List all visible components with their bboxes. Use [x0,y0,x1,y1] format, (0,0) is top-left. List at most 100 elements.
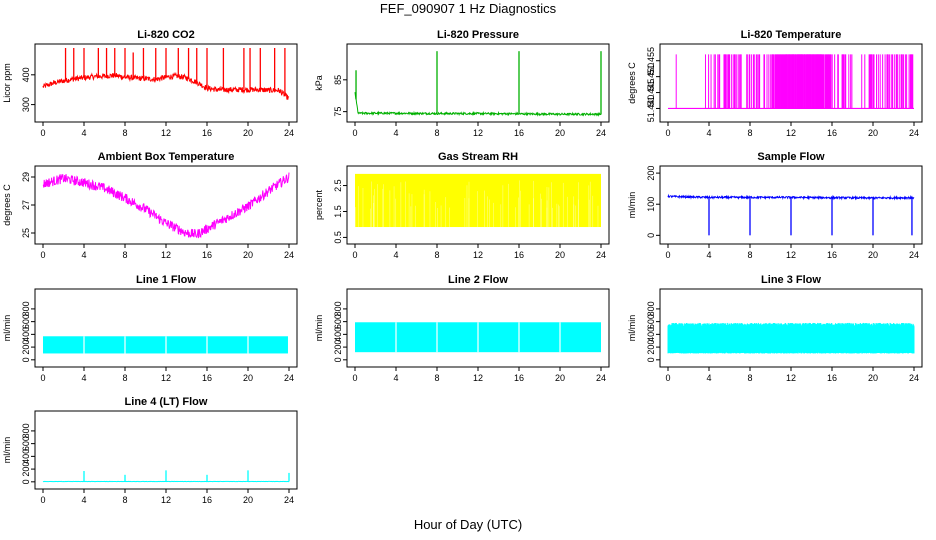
data-layer [355,322,601,353]
x-tick-label: 24 [284,495,294,505]
y-tick-label: 200 [333,340,343,355]
x-tick-label: 20 [555,128,565,138]
y-axis-label: ml/min [314,315,324,342]
x-tick-label: 24 [909,250,919,260]
panel-title: Li-820 Pressure [437,29,519,41]
panel-title: Sample Flow [757,151,825,163]
x-tick-label: 12 [161,495,171,505]
data-layer [667,193,915,236]
y-tick-label: 0 [646,233,656,238]
panel-title: Line 3 Flow [761,274,821,286]
y-axis-label: percent [314,189,324,220]
x-tick-label: 0 [40,495,45,505]
x-tick-label: 4 [393,373,398,383]
temp-dense-block [785,54,822,109]
y-axis-label: ml/min [627,192,637,219]
x-tick-label: 24 [284,250,294,260]
x-tick-label: 0 [40,250,45,260]
panel-title: Line 4 (LT) Flow [125,396,208,408]
y-tick-label: 800 [21,301,31,316]
y-tick-label: 200 [21,462,31,477]
x-tick-label: 12 [161,373,171,383]
x-tick-label: 4 [393,250,398,260]
x-tick-label: 12 [161,250,171,260]
data-layer [42,172,290,239]
data-layer [667,322,915,354]
y-tick-label: 75 [333,107,343,117]
x-tick-label: 0 [665,373,670,383]
x-tick-label: 20 [868,128,878,138]
x-tick-label: 8 [747,373,752,383]
y-axis-label: ml/min [2,315,12,342]
panel-title: Gas Stream RH [438,151,518,163]
panel-title: Li-820 CO2 [137,29,194,41]
data-layer [43,336,288,354]
y-tick-label: 400 [333,327,343,342]
x-tick-label: 4 [81,495,86,505]
y-tick-label: 85 [333,75,343,85]
x-tick-label: 16 [514,373,524,383]
y-tick-label: 0.5 [333,231,343,244]
y-axis-label: kPa [314,75,324,91]
y-tick-label: 0 [333,357,343,362]
x-tick-label: 20 [243,495,253,505]
y-tick-label: 600 [21,314,31,329]
y-tick-label: 29 [21,172,31,182]
panel-title: Line 1 Flow [136,274,196,286]
x-tick-label: 16 [514,128,524,138]
y-axis-label: degrees C [627,62,637,104]
y-tick-label: 300 [21,97,31,112]
y-tick-label: 600 [333,314,343,329]
panel-2: Li-820 Pressure 0 4 8 12 16 20 24 75 85 kPa [314,29,610,138]
panel-6: Sample Flow 0 4 8 12 16 20 24 0 100 200 ml/min [627,151,923,260]
x-tick-label: 16 [827,128,837,138]
x-tick-label: 20 [243,250,253,260]
x-tick-label: 24 [596,373,606,383]
panel-title: Ambient Box Temperature [98,151,235,163]
y-tick-label: 200 [646,166,656,181]
y-tick-label: 400 [646,327,656,342]
y-tick-label: 800 [21,423,31,438]
x-tick-label: 16 [827,250,837,260]
panel-1: Li-820 CO2 0 4 8 12 16 20 24 300 400 Licor ppm [2,29,298,138]
y-tick-label: 800 [646,301,656,316]
x-tick-label: 20 [243,128,253,138]
x-tick-label: 4 [81,250,86,260]
y-tick-label: 400 [21,67,31,82]
y-axis-label: degrees C [2,184,12,226]
rh-band [355,173,601,228]
y-axis-label: Licor ppm [2,63,12,103]
y-tick-label: 27 [21,200,31,210]
series-line [354,92,602,117]
page-title: FEF_090907 1 Hz Diagnostics [379,1,557,16]
x-tick-label: 24 [909,373,919,383]
x-tick-label: 0 [40,373,45,383]
x-tick-label: 16 [202,250,212,260]
x-tick-label: 12 [786,250,796,260]
y-axis-label: ml/min [627,315,637,342]
x-tick-label: 8 [434,128,439,138]
plot-frame [346,43,610,123]
x-tick-label: 12 [786,128,796,138]
data-layer [354,51,602,117]
x-tick-label: 20 [555,373,565,383]
data-layer [42,48,290,100]
data-layer [42,470,290,483]
x-tick-label: 8 [122,495,127,505]
x-tick-label: 8 [434,250,439,260]
y-tick-label: 100 [646,197,656,212]
x-tick-label: 0 [352,250,357,260]
y-tick-label: 51.440 [646,95,656,123]
data-layer [355,173,601,228]
panel-10: Line 4 (LT) Flow 0 4 8 12 16 20 24 0 200400600800… [2,396,298,505]
y-tick-label: 200 [646,340,656,355]
x-tick-label: 4 [706,128,711,138]
x-tick-label: 4 [81,128,86,138]
panel-title: Line 2 Flow [448,274,508,286]
x-tick-label: 16 [202,373,212,383]
y-tick-label: 0 [646,357,656,362]
x-tick-label: 24 [284,373,294,383]
x-tick-label: 8 [122,373,127,383]
y-tick-label: 51.455 [646,47,656,75]
y-tick-label: 200 [21,340,31,355]
